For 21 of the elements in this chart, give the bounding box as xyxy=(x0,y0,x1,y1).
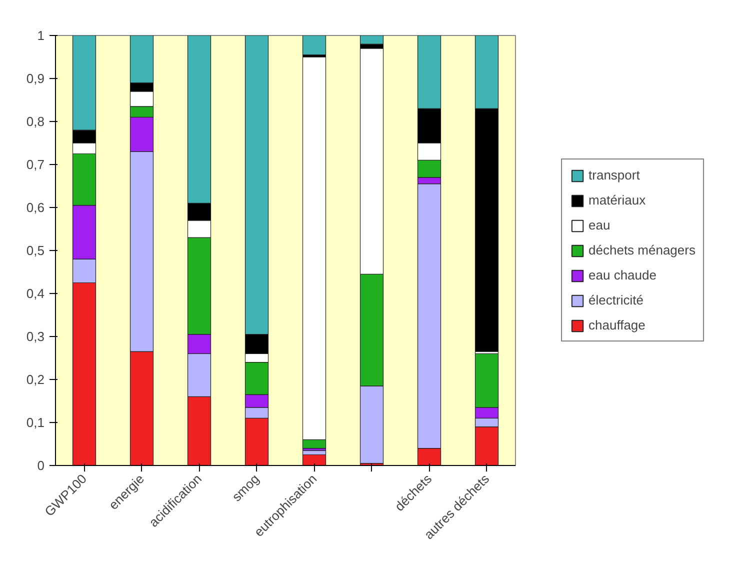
legend-label: transport xyxy=(588,168,640,182)
y-tick-label: 0 xyxy=(37,458,45,473)
legend-label: eau chaude xyxy=(588,268,656,282)
legend-label: matériaux xyxy=(588,192,646,208)
y-tick-label: 0,4 xyxy=(26,286,45,301)
y-tick-label: 0,8 xyxy=(26,114,45,129)
y-tick-label: 0,2 xyxy=(26,372,45,387)
y-tick-label: 0,1 xyxy=(26,415,45,430)
bar xyxy=(360,36,384,44)
y-tick-label: 0,7 xyxy=(26,157,45,172)
y-tick-label: 0,5 xyxy=(26,243,45,258)
legend-label: eau xyxy=(588,218,610,232)
legend-label: chauffage xyxy=(588,318,646,332)
legend-label: électricité xyxy=(588,292,644,308)
bar xyxy=(302,36,326,56)
y-tick-label: 0,3 xyxy=(26,329,45,344)
y-tick-label: 1 xyxy=(37,28,45,43)
y-tick-label: 0,9 xyxy=(26,71,45,86)
bar xyxy=(302,454,326,466)
y-tick-label: 0,6 xyxy=(26,200,45,215)
legend-label: déchets ménagers xyxy=(588,242,696,258)
